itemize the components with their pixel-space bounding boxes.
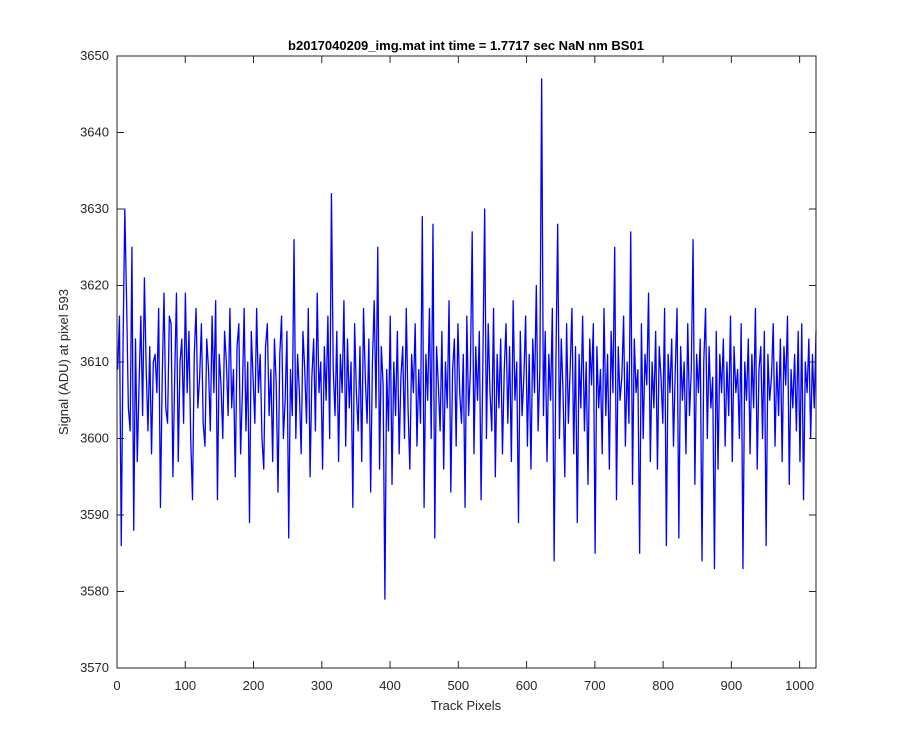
x-tick-label: 200 bbox=[243, 678, 265, 693]
y-tick-label: 3610 bbox=[80, 354, 109, 369]
y-axis-label: Signal (ADU) at pixel 593 bbox=[56, 289, 71, 435]
y-tick-label: 3600 bbox=[80, 431, 109, 446]
x-axis-ticks: 0 100 200 300 400 500 600 700 800 900 1000 bbox=[113, 56, 814, 693]
x-axis-label: Track Pixels bbox=[431, 698, 502, 713]
x-tick-label: 400 bbox=[379, 678, 401, 693]
x-tick-label: 1000 bbox=[785, 678, 814, 693]
series-line bbox=[117, 78, 817, 600]
y-tick-label: 3640 bbox=[80, 125, 109, 140]
y-tick-label: 3570 bbox=[80, 660, 109, 675]
x-tick-label: 300 bbox=[311, 678, 333, 693]
y-tick-label: 3590 bbox=[80, 507, 109, 522]
x-tick-label: 800 bbox=[652, 678, 674, 693]
y-axis-ticks: 3570 3580 3590 3600 3610 3620 3630 3640 3650 bbox=[80, 48, 816, 675]
x-tick-label: 600 bbox=[516, 678, 538, 693]
x-tick-label: 700 bbox=[584, 678, 606, 693]
x-tick-label: 100 bbox=[174, 678, 196, 693]
x-tick-label: 500 bbox=[447, 678, 469, 693]
plot-frame bbox=[116, 55, 817, 669]
x-tick-label: 0 bbox=[113, 678, 120, 693]
y-tick-label: 3620 bbox=[80, 278, 109, 293]
x-tick-label: 900 bbox=[721, 678, 743, 693]
y-tick-label: 3630 bbox=[80, 201, 109, 216]
chart-title: b2017040209_img.mat int time = 1.7717 se… bbox=[288, 38, 644, 53]
y-tick-label: 3580 bbox=[80, 584, 109, 599]
y-tick-label: 3650 bbox=[80, 48, 109, 63]
